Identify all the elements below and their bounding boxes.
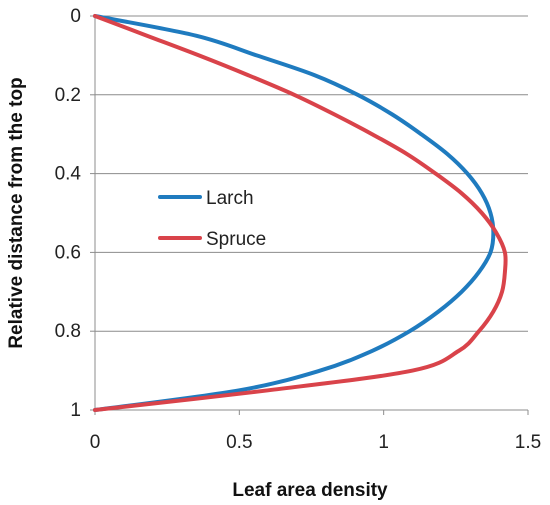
y-tick-label: 0.2	[55, 85, 81, 106]
y-tick-label: 0	[70, 6, 81, 27]
y-tick-label: 0.8	[55, 321, 81, 342]
legend-label-larch: Larch	[206, 188, 254, 209]
x-tick-label: 0	[90, 432, 101, 453]
y-tick-label: 1	[70, 400, 81, 421]
series-lines	[93, 14, 508, 412]
x-axis-title: Leaf area density	[232, 480, 388, 501]
x-tick-label: 1.5	[515, 432, 541, 453]
y-tick-labels: 0 0.2 0.4 0.6 0.8 1	[55, 6, 95, 421]
series-line-spruce	[93, 14, 508, 412]
legend: Larch Spruce	[158, 188, 266, 250]
x-tick-labels: 0 0.5 1 1.5	[90, 410, 541, 453]
x-tick-label: 1	[378, 432, 389, 453]
series-line-larch	[93, 14, 496, 412]
y-tick-label: 0.6	[55, 242, 81, 263]
y-tick-label: 0.4	[55, 164, 82, 185]
y-axis-title: Relative distance from the top	[6, 77, 27, 348]
x-tick-label: 0.5	[226, 432, 252, 453]
legend-label-spruce: Spruce	[206, 229, 266, 250]
